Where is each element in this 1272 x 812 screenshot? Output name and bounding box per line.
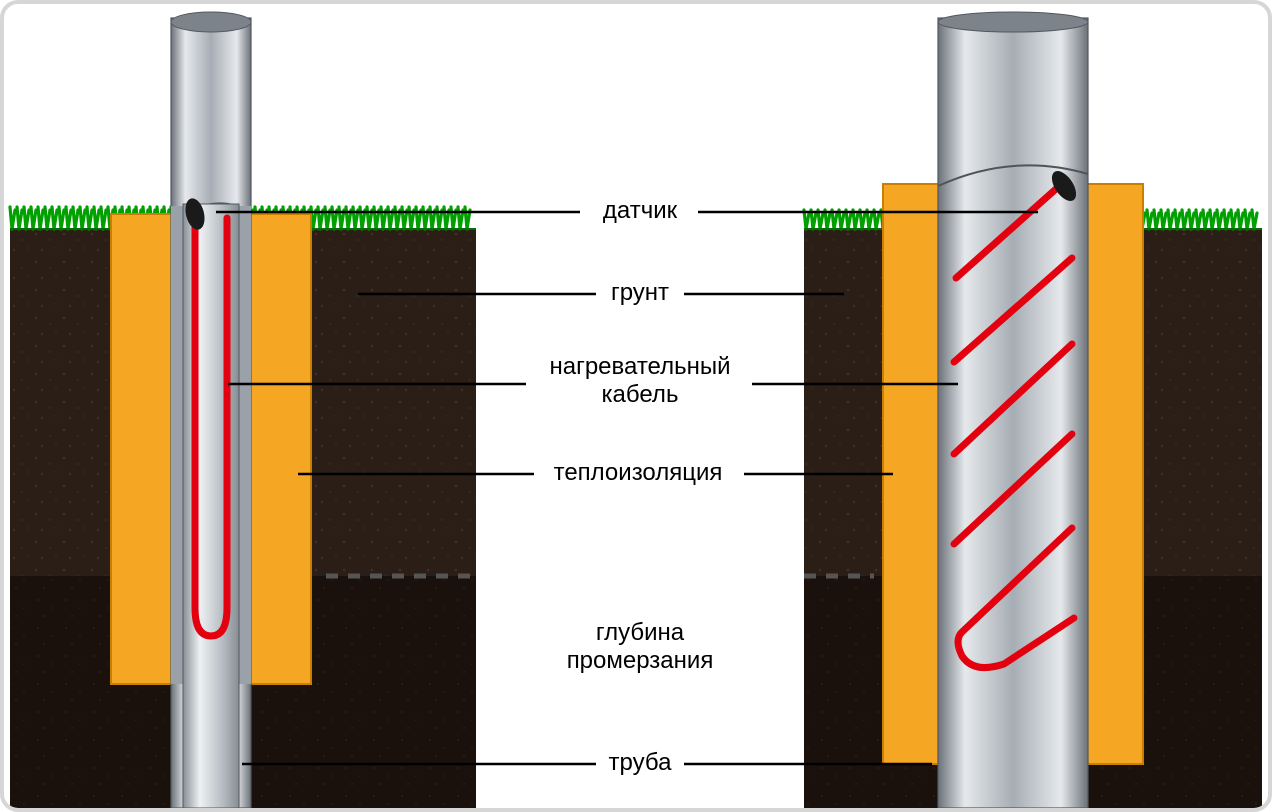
label-text: промерзания: [567, 647, 714, 674]
label-text: нагревательный: [549, 353, 730, 380]
labels: датчик грунт нагревательныйкабель теплоизол…: [549, 197, 730, 776]
label-text: теплоизоляция: [554, 459, 723, 486]
diagram-svg: датчик грунт нагревательныйкабель теплоизол…: [4, 4, 1268, 808]
label-text: кабель: [602, 381, 679, 408]
label-text: глубина: [596, 619, 685, 646]
label-text: датчик: [603, 197, 678, 224]
right-pipe-assembly: [883, 12, 1143, 808]
diagram-frame: датчик грунт нагревательныйкабель теплоизол…: [0, 0, 1272, 812]
label-text: грунт: [611, 279, 669, 306]
label-text: труба: [609, 749, 673, 776]
